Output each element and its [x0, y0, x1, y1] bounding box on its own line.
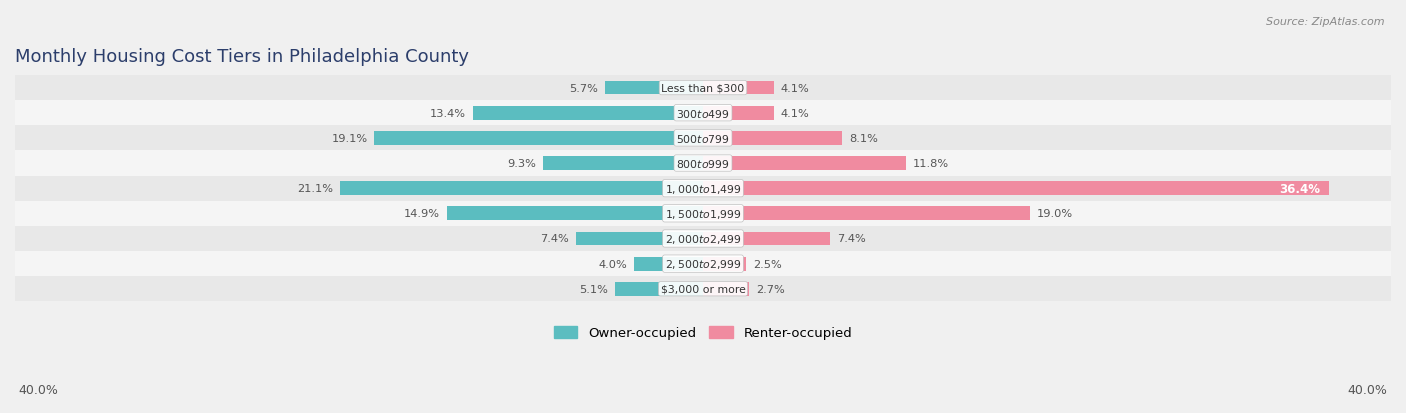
Bar [15, 126, 1391, 151]
Bar [703, 132, 842, 145]
Text: Source: ZipAtlas.com: Source: ZipAtlas.com [1267, 17, 1385, 26]
Text: $2,000 to $2,499: $2,000 to $2,499 [665, 233, 741, 245]
Text: $500 to $799: $500 to $799 [676, 133, 730, 145]
Legend: Owner-occupied, Renter-occupied: Owner-occupied, Renter-occupied [548, 321, 858, 345]
Text: $2,500 to $2,999: $2,500 to $2,999 [665, 257, 741, 271]
Text: 13.4%: 13.4% [430, 109, 465, 119]
Text: $3,000 or more: $3,000 or more [661, 284, 745, 294]
Bar [15, 201, 1391, 226]
Text: Less than $300: Less than $300 [661, 83, 745, 93]
Text: 5.7%: 5.7% [569, 83, 598, 93]
Text: 40.0%: 40.0% [1348, 384, 1388, 396]
Text: 19.1%: 19.1% [332, 133, 367, 144]
Text: 11.8%: 11.8% [912, 159, 949, 169]
Bar [703, 107, 773, 120]
Text: 4.1%: 4.1% [780, 83, 808, 93]
Text: 8.1%: 8.1% [849, 133, 879, 144]
Bar [472, 107, 703, 120]
Bar [543, 157, 703, 171]
Bar [703, 81, 773, 95]
Bar [703, 232, 831, 246]
Bar [15, 277, 1391, 301]
Text: 40.0%: 40.0% [18, 384, 58, 396]
Text: $1,000 to $1,499: $1,000 to $1,499 [665, 182, 741, 195]
Bar [447, 207, 703, 221]
Bar [703, 157, 905, 171]
Bar [703, 182, 1329, 196]
Bar [15, 151, 1391, 176]
Text: 9.3%: 9.3% [508, 159, 536, 169]
Bar [616, 282, 703, 296]
Bar [15, 252, 1391, 277]
Text: $800 to $999: $800 to $999 [676, 158, 730, 170]
Text: 7.4%: 7.4% [837, 234, 866, 244]
Text: $1,500 to $1,999: $1,500 to $1,999 [665, 207, 741, 220]
Bar [15, 101, 1391, 126]
Text: $300 to $499: $300 to $499 [676, 107, 730, 119]
Bar [340, 182, 703, 196]
Bar [703, 207, 1029, 221]
Bar [575, 232, 703, 246]
Text: 36.4%: 36.4% [1279, 182, 1320, 195]
Text: 4.1%: 4.1% [780, 109, 808, 119]
Bar [634, 257, 703, 271]
Bar [15, 226, 1391, 252]
Bar [703, 257, 747, 271]
Bar [374, 132, 703, 145]
Text: 7.4%: 7.4% [540, 234, 569, 244]
Text: 4.0%: 4.0% [599, 259, 627, 269]
Text: 2.7%: 2.7% [756, 284, 785, 294]
Text: 2.5%: 2.5% [752, 259, 782, 269]
Text: 5.1%: 5.1% [579, 284, 609, 294]
Text: 14.9%: 14.9% [404, 209, 440, 219]
Bar [703, 282, 749, 296]
Text: 19.0%: 19.0% [1036, 209, 1073, 219]
Text: 21.1%: 21.1% [297, 184, 333, 194]
Bar [605, 81, 703, 95]
Bar [15, 76, 1391, 101]
Bar [15, 176, 1391, 201]
Text: Monthly Housing Cost Tiers in Philadelphia County: Monthly Housing Cost Tiers in Philadelph… [15, 48, 470, 66]
